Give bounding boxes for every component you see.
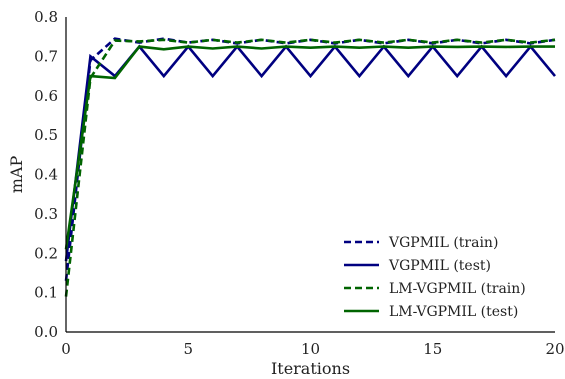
plot-area: [64, 37, 557, 297]
series-line-4: [64, 45, 555, 250]
y-tick-label: 0.7: [34, 47, 58, 65]
x-tick-label: 10: [301, 340, 320, 358]
legend-label: LM-VGPMIL (test): [389, 304, 518, 320]
x-tick-label: 0: [61, 340, 71, 358]
x-axis-title: Iterations: [271, 359, 350, 378]
y-tick-label: 0.4: [34, 166, 58, 184]
y-axis-ticks: 0.0 0.1 0.2 0.3 0.4 0.5 0.6 0.7 0.8: [34, 8, 58, 341]
y-tick-label: 0.5: [34, 126, 58, 144]
legend: VGPMIL (train) VGPMIL (test) LM-VGPMIL (tr…: [344, 235, 526, 320]
legend-label: VGPMIL (train): [388, 235, 498, 251]
y-tick-label: 0.2: [34, 244, 58, 262]
y-axis-title: mAP: [7, 156, 26, 194]
x-tick-label: 5: [183, 340, 193, 358]
x-axis-ticks: 0 5 10 15 20: [61, 340, 564, 358]
x-tick-label: 15: [423, 340, 442, 358]
legend-label: VGPMIL (test): [388, 258, 491, 274]
y-tick-label: 0.0: [34, 323, 58, 341]
y-tick-label: 0.1: [34, 284, 58, 302]
y-tick-label: 0.3: [34, 205, 58, 223]
y-tick-label: 0.8: [34, 8, 58, 26]
series-line-3: [64, 38, 556, 297]
legend-label: LM-VGPMIL (train): [389, 281, 526, 297]
x-tick-label: 20: [545, 340, 564, 358]
y-tick-label: 0.6: [34, 87, 58, 105]
series-line-2: [64, 44, 557, 262]
